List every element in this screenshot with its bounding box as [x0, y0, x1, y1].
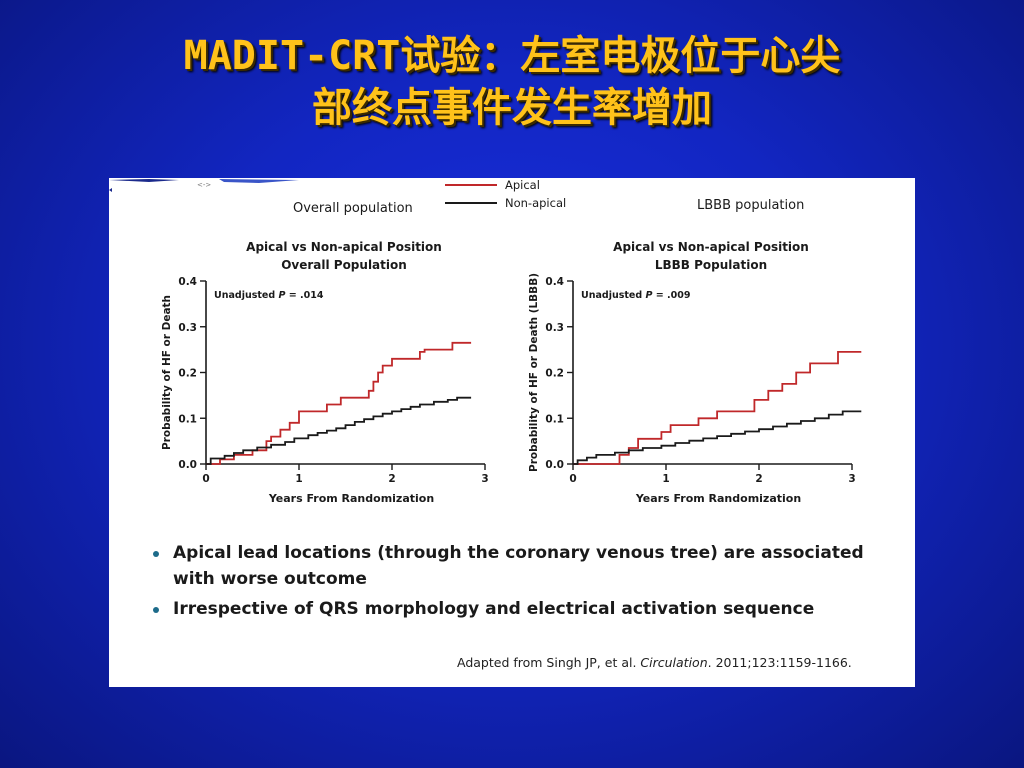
bullet-item: Apical lead locations (through the coron… — [149, 540, 889, 592]
y-tick-label: 0.2 — [545, 368, 564, 380]
bullet-list: Apical lead locations (through the coron… — [149, 540, 889, 626]
citation-suffix: . 2011;123:1159-1166. — [707, 655, 852, 670]
x-tick-label: 3 — [848, 473, 855, 485]
chart-title: Apical vs Non-apical Position — [613, 240, 809, 254]
panel-heading: LBBB population — [697, 198, 804, 213]
citation-prefix: Adapted from Singh JP, et al. — [457, 655, 641, 670]
p-value-annotation: Unadjusted P = .009 — [581, 290, 690, 301]
series-line-non-apical — [573, 410, 862, 465]
bullet-text: Irrespective of QRS morphology and elect… — [173, 599, 815, 619]
panel-heading: Overall population — [293, 201, 413, 216]
x-tick-label: 1 — [662, 473, 669, 485]
y-tick-label: 0.3 — [545, 322, 564, 334]
slide-title: MADIT-CRT试验：左室电极位于心尖 部终点事件发生率增加 — [0, 30, 1024, 134]
series-line-apical — [206, 341, 472, 465]
x-tick-label: 0 — [202, 473, 209, 485]
citation: Adapted from Singh JP, et al. Circulatio… — [457, 655, 852, 670]
bullet-text: Apical lead locations (through the coron… — [173, 543, 864, 589]
citation-journal: Circulation — [640, 655, 708, 670]
title-latin-part: MADIT-CRT — [183, 33, 401, 79]
y-tick-label: 0.1 — [178, 413, 197, 425]
chart-subtitle: Overall Population — [281, 258, 407, 272]
chart-subtitle: LBBB Population — [655, 258, 767, 272]
x-tick-label: 1 — [295, 473, 302, 485]
y-tick-label: 0.3 — [178, 322, 197, 334]
figure-panel: Apical Non-apical Overall population Apical… — [109, 178, 915, 687]
y-tick-label: 0.0 — [545, 459, 564, 471]
title-cjk-part: 试验：左室电极位于心尖 — [400, 33, 841, 79]
bullet-item: Irrespective of QRS morphology and elect… — [149, 596, 889, 622]
y-tick-label: 0.4 — [178, 276, 197, 288]
y-tick-label: 0.2 — [178, 368, 197, 380]
series-line-apical — [573, 350, 862, 465]
bullet-dot — [153, 607, 159, 613]
title-line-2: 部终点事件发生率增加 — [312, 85, 712, 131]
p-value-annotation: Unadjusted P = .014 — [214, 290, 324, 301]
y-axis-label: Probability of HF or Death (LBBB) — [528, 273, 540, 472]
legend-label: Non-apical — [505, 196, 566, 210]
x-axis-label: Years From Randomization — [268, 492, 434, 505]
logo-smudge: <-> — [109, 179, 299, 192]
chart-title: Apical vs Non-apical Position — [246, 240, 442, 254]
legend-label: Apical — [505, 178, 540, 192]
bullet-dot — [153, 551, 159, 557]
x-axis-label: Years From Randomization — [635, 492, 801, 505]
y-axis-label: Probability of HF or Death — [161, 295, 173, 450]
y-tick-label: 0.1 — [545, 413, 564, 425]
x-tick-label: 2 — [755, 473, 762, 485]
y-tick-label: 0.4 — [545, 276, 564, 288]
x-tick-label: 0 — [569, 473, 576, 485]
svg-text:<->: <-> — [197, 181, 211, 189]
x-tick-label: 2 — [388, 473, 395, 485]
chart-area: Apical Non-apical Overall population Apical… — [161, 178, 862, 505]
series-line-non-apical — [206, 396, 472, 465]
y-tick-label: 0.0 — [178, 459, 197, 471]
x-tick-label: 3 — [481, 473, 488, 485]
